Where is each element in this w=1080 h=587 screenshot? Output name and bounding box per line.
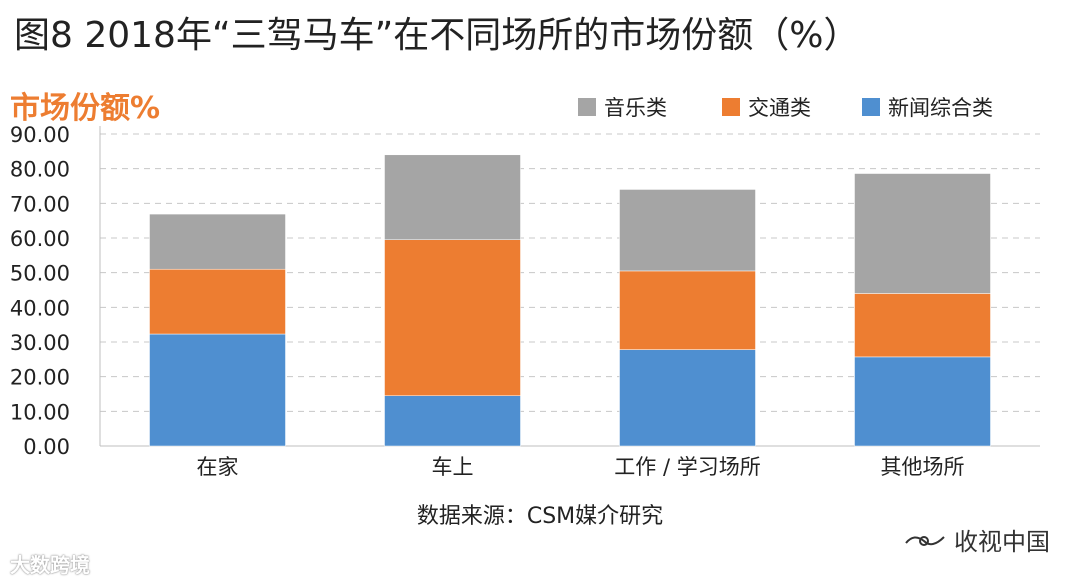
watermark-left: 大数跨境 [10,548,90,582]
bar-segment [619,189,756,272]
watermark-right-label: 收视中国 [954,528,1050,556]
y-tick-label: 10.00 [10,400,70,424]
legend-swatch [862,98,880,116]
legend-label: 音乐类 [604,96,667,120]
bar-segment [619,270,756,350]
bar-segment [854,293,991,358]
bar-segment [149,268,286,335]
legend-swatch [578,98,596,116]
data-source: 数据来源：CSM媒介研究 [416,504,664,529]
x-tick-label: 在家 [197,455,239,479]
bar-segment [854,356,991,447]
y-axis-label: 市场份额% [10,91,160,126]
bar-segment [384,395,521,447]
watermark-left-label: 大数跨境 [10,553,90,577]
chart-area: 市场份额% 0.00 10.00 20.00 30.00 40.00 50.00 60.00 7… [0,76,1080,496]
bar-segment [384,154,521,240]
watermark-right: 收视中国 [904,524,1050,560]
legend-swatch [722,98,740,116]
y-tick-label: 50.00 [10,262,70,286]
chart-title: 图8 2018年“三驾马车”在不同场所的市场份额（%） [14,15,860,56]
y-tick-label: 60.00 [10,227,70,251]
y-tick-label: 80.00 [10,158,70,182]
y-tick-label: 70.00 [10,192,70,216]
y-tick-label: 20.00 [10,366,70,390]
wechat-icon [905,536,945,546]
legend-label: 交通类 [748,96,811,120]
bar-segment [854,173,991,294]
bar-segment [149,333,286,447]
y-tick-label: 30.00 [10,331,70,355]
bar-segment [149,213,286,270]
x-tick-label: 车上 [432,455,474,479]
x-tick-label: 其他场所 [881,455,965,479]
legend-label: 新闻综合类 [888,96,993,120]
bar-segment [619,349,756,447]
y-tick-label: 0.00 [23,435,70,459]
bar-segment [384,239,521,396]
x-tick-label: 工作 / 学习场所 [614,455,760,479]
stacked-bar-chart: 市场份额% 0.00 10.00 20.00 30.00 40.00 50.00 60.00 7… [10,91,1040,479]
y-tick-label: 40.00 [10,296,70,320]
y-tick-label: 90.00 [10,123,70,147]
